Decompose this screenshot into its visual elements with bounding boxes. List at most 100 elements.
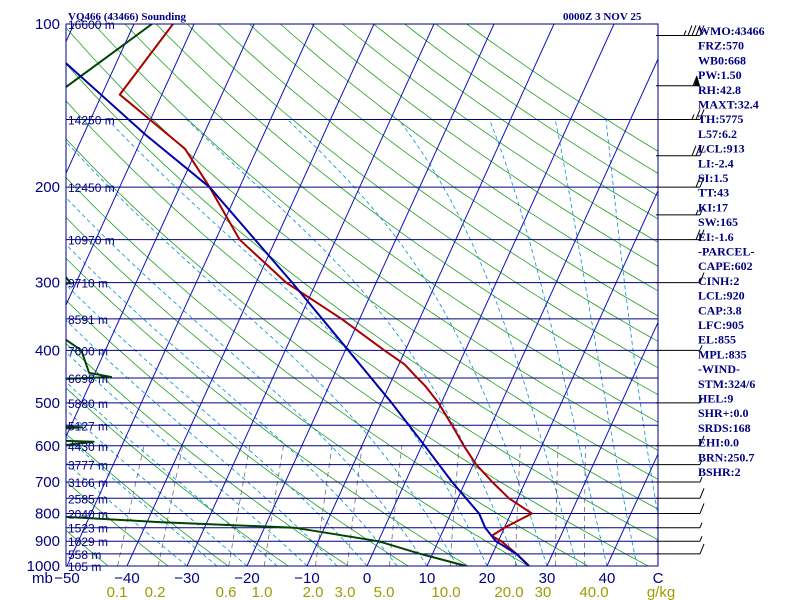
moist-adiabat — [66, 196, 428, 566]
isotherm — [366, 24, 615, 566]
index-value: CAPE:602 — [698, 259, 753, 273]
moist-adiabat — [66, 319, 338, 566]
pressure-label: 400 — [35, 342, 60, 359]
wind-barb-full — [695, 25, 701, 36]
temperature-tick-label: 0 — [363, 570, 371, 587]
index-value: TT:43 — [698, 186, 729, 200]
wind-barb-full — [687, 25, 693, 36]
wind-barb-full — [699, 204, 705, 216]
wind-barb-half — [695, 209, 699, 216]
pressure-label: 300 — [35, 275, 60, 292]
index-value: BRN:250.7 — [698, 450, 754, 464]
height-label: 16600 m — [68, 18, 115, 32]
moist-adiabat — [186, 119, 518, 566]
moist-adiabat — [66, 351, 308, 566]
height-label: 10970 m — [68, 234, 115, 248]
height-label: 14250 m — [68, 113, 115, 127]
height-label: 2585 m — [68, 492, 108, 506]
mixing-ratio-label: 3.0 — [335, 584, 356, 600]
wind-barb-full — [691, 145, 697, 156]
index-value: SRDS:168 — [698, 421, 751, 435]
mixing-ratio-label: 0.1 — [107, 584, 128, 600]
grid-lines — [0, 24, 658, 566]
index-value: KI:17 — [698, 200, 728, 214]
mixing-ratio-label: 20.0 — [494, 584, 523, 600]
mixing-ratio-label: 0.6 — [216, 584, 237, 600]
index-value: SHR+:0.0 — [698, 406, 749, 420]
isotherm — [306, 24, 555, 566]
index-value: CINH:2 — [698, 274, 739, 288]
height-label: 3777 m — [68, 459, 108, 473]
height-label: 1029 m — [68, 535, 108, 549]
height-label: 105 m — [68, 560, 101, 574]
index-value: TH:5775 — [698, 112, 743, 126]
pressure-label: 600 — [35, 438, 60, 455]
wind-barb-half — [699, 345, 703, 351]
temperature-tick-label: 30 — [539, 570, 556, 587]
wind-barb-full — [699, 272, 705, 283]
temperature-unit-label: C — [653, 570, 664, 587]
index-value: RH:42.8 — [698, 83, 741, 97]
index-value: HEL:9 — [698, 392, 733, 406]
axis-labels: VQ466 (43466) Sounding 0000Z 3 NOV 25 10… — [27, 11, 676, 600]
wind-barb-half — [699, 522, 703, 528]
height-label: 8591 m — [68, 313, 108, 327]
wind-barb-full — [699, 109, 705, 120]
pressure-label: 700 — [35, 474, 60, 491]
height-label: 3166 m — [68, 476, 108, 490]
wind-barb-full — [695, 109, 701, 120]
height-label: 5880 m — [68, 397, 108, 411]
isotherm — [186, 24, 435, 566]
moist-adiabat — [66, 141, 458, 566]
moist-adiabat — [398, 119, 578, 566]
temperature-tick-label: 10 — [419, 570, 436, 587]
wind-barb-full — [699, 435, 705, 446]
index-value: LI:-2.4 — [698, 156, 734, 170]
index-value: FRZ:570 — [698, 39, 744, 53]
index-value: MAXT:32.4 — [698, 98, 759, 112]
temperature-tick-label: −50 — [54, 570, 79, 587]
indices-panel: WMO:43466FRZ:570WB0:668PW:1.50RH:42.8MAX… — [698, 24, 765, 479]
moist-adiabat — [287, 119, 548, 566]
pressure-unit-label: mb — [32, 570, 53, 587]
index-value: L57:6.2 — [698, 127, 737, 141]
moist-adiabat — [489, 119, 608, 566]
index-value: -PARCEL- — [698, 245, 754, 259]
wind-barb-full — [699, 25, 705, 36]
wind-barb-half — [699, 459, 703, 465]
mixing-ratio-label: 2.0 — [303, 584, 324, 600]
wind-barb-pennant — [694, 75, 700, 86]
height-label: 2040 m — [68, 507, 108, 521]
isotherm — [126, 24, 375, 566]
isotherm — [0, 24, 14, 566]
isotherm — [66, 24, 315, 566]
height-label: 12450 m — [68, 181, 115, 195]
index-value: SW:165 — [698, 215, 738, 229]
temperature-tick-label: 20 — [479, 570, 496, 587]
temperature-tick-label: 40 — [599, 570, 616, 587]
wind-barbs — [656, 25, 705, 555]
isotherm — [426, 57, 658, 566]
index-value: WMO:43466 — [698, 24, 765, 38]
isotherm — [66, 24, 135, 175]
wind-barb-half — [691, 114, 695, 120]
index-value: BSHR:2 — [698, 465, 741, 479]
mixing-ratio-label: 30 — [535, 584, 552, 600]
chart-time: 0000Z 3 NOV 25 — [563, 11, 642, 23]
height-label: 558 m — [68, 548, 101, 562]
sounding-trace — [118, 24, 533, 566]
isotherm — [66, 24, 195, 307]
index-value: LCL:913 — [698, 142, 745, 156]
wind-barb-full — [699, 176, 705, 188]
chart-title: VQ466 (43466) Sounding — [68, 11, 186, 23]
moist-adiabat — [66, 435, 218, 566]
wind-barb-full — [691, 25, 697, 36]
temperature-tick-label: −10 — [294, 570, 319, 587]
wind-barb-half — [699, 397, 703, 404]
wind-barb-full — [699, 503, 705, 514]
height-label: 9710 m — [68, 277, 108, 291]
isotherm — [246, 24, 495, 566]
wind-barb-half — [699, 536, 703, 542]
height-label: 1523 m — [68, 522, 108, 536]
